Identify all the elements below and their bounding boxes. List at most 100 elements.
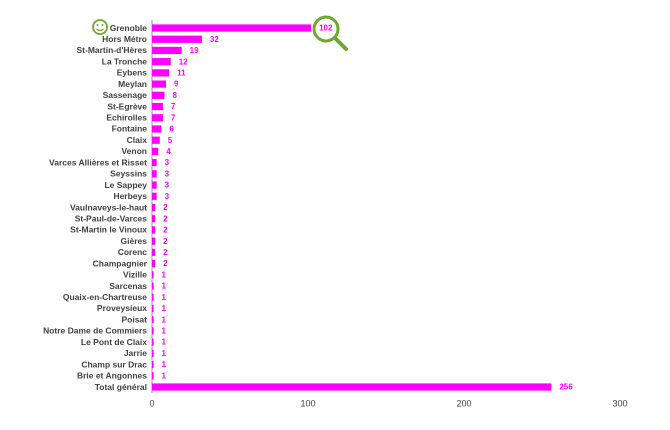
value-label: 5 [168, 136, 173, 145]
value-label: 2 [163, 214, 168, 223]
bar [152, 226, 156, 234]
value-label: 12 [179, 57, 188, 66]
value-label: 1 [162, 349, 167, 358]
category-label: Champagnier [93, 258, 148, 268]
category-label: Echirolles [106, 113, 147, 123]
value-label: 1 [162, 371, 167, 380]
category-label: Fontaine [112, 124, 148, 134]
value-label: 6 [169, 125, 174, 134]
bar [152, 46, 182, 55]
bar [152, 293, 154, 301]
value-label: 11 [177, 68, 186, 77]
bar [152, 58, 171, 66]
category-label: Quaix-en-Chartreuse [63, 292, 147, 302]
category-label: Corenc [118, 247, 148, 257]
bar [152, 147, 159, 156]
value-label: 1 [162, 270, 167, 279]
bar [152, 80, 167, 88]
value-label: 102 [319, 24, 333, 33]
category-label: Seyssins [110, 169, 147, 179]
category-label: Sassenage [103, 90, 148, 100]
category-label: Le Sappey [104, 180, 147, 190]
bar [152, 349, 154, 357]
category-label: Champ sur Drac [81, 359, 147, 369]
bar [152, 304, 154, 313]
category-label: Jarrie [124, 348, 147, 358]
value-label: 19 [190, 46, 199, 55]
bar [152, 24, 312, 32]
bar [152, 136, 160, 144]
bar [152, 237, 156, 245]
smiley-icon [92, 19, 108, 35]
category-label: Total général [95, 382, 147, 392]
bar [152, 383, 552, 391]
bar [152, 271, 154, 279]
value-label: 1 [162, 282, 167, 291]
category-label: Vizille [123, 270, 147, 280]
value-label: 32 [210, 35, 219, 44]
value-label: 2 [163, 248, 168, 257]
x-tick-label: 200 [456, 398, 471, 408]
category-label: Gières [121, 236, 148, 246]
bar [152, 102, 163, 111]
bar [152, 159, 157, 167]
bar [152, 170, 157, 178]
category-label: Sarcenas [109, 281, 147, 291]
value-label: 3 [165, 169, 170, 178]
value-label: 1 [162, 315, 167, 324]
value-label: 3 [165, 181, 170, 190]
category-label: Hors Métro [102, 34, 147, 44]
bar [152, 327, 154, 335]
value-label: 3 [165, 158, 170, 167]
value-label: 1 [162, 360, 167, 369]
value-label: 7 [171, 113, 176, 122]
bar [152, 372, 154, 380]
category-label: Vaulnaveys-le-haut [70, 202, 147, 212]
value-label: 2 [163, 259, 168, 268]
value-label: 1 [162, 338, 167, 347]
category-label: St-Paul-de-Varces [75, 213, 148, 223]
bar [152, 282, 154, 290]
bar [152, 338, 154, 346]
magnifier-icon [312, 15, 348, 51]
bar [152, 203, 156, 212]
category-label: Brie et Angonnes [77, 371, 147, 381]
value-label: 8 [172, 91, 177, 100]
bar [152, 360, 154, 369]
value-label: 1 [162, 327, 167, 336]
category-label: St-Martin le Vinoux [70, 225, 147, 235]
value-label: 1 [162, 293, 167, 302]
bar [152, 316, 154, 324]
category-label: Le Pont de Claix [81, 337, 147, 347]
x-tick-label: 300 [612, 398, 627, 408]
value-label: 9 [174, 80, 179, 89]
category-label: Varces Allières et Risset [49, 157, 147, 167]
bar [152, 192, 157, 200]
bar [152, 259, 156, 268]
category-label: Venon [121, 146, 147, 156]
category-label: St-Martin-d'Hères [76, 45, 147, 55]
value-label: 2 [163, 226, 168, 235]
x-tick-label: 0 [149, 398, 154, 408]
category-label: Notre Dame de Commiers [43, 326, 147, 336]
x-tick-label: 100 [300, 398, 315, 408]
value-label: 256 [559, 383, 573, 392]
value-label: 2 [163, 203, 168, 212]
value-label: 1 [162, 304, 167, 313]
bar [152, 35, 202, 43]
category-label: Eybens [117, 68, 148, 78]
category-label: Herbeys [113, 191, 147, 201]
category-label: Poisat [121, 314, 147, 324]
bar [152, 91, 165, 99]
bar [152, 181, 157, 189]
category-label: Claix [127, 135, 148, 145]
category-label: Meylan [118, 79, 147, 89]
bar [152, 114, 163, 122]
bar [152, 69, 170, 77]
value-label: 2 [163, 237, 168, 246]
category-label: La Tronche [102, 56, 148, 66]
bar [152, 125, 162, 133]
value-label: 3 [165, 192, 170, 201]
bar [152, 248, 156, 256]
